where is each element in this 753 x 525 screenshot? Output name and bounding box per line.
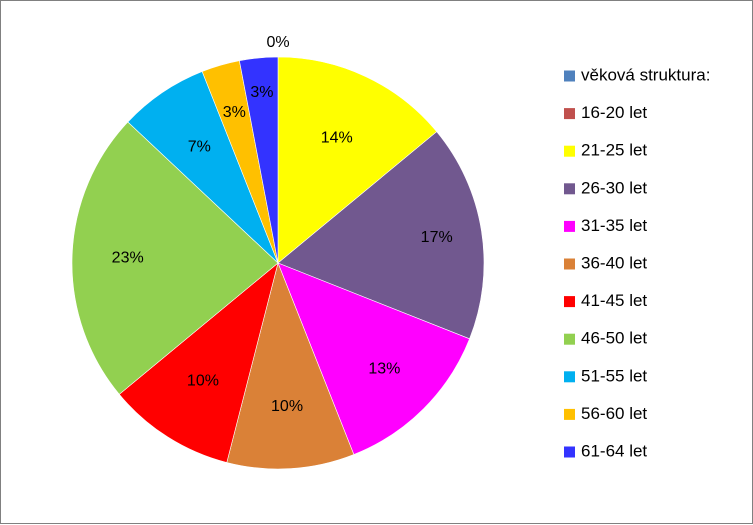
legend-swatch-21-25-let [564, 145, 575, 157]
legend-label-56-60-let: 56-60 let [581, 404, 647, 423]
pie-slice-41-45-let [118, 262, 279, 463]
legend-label-41-45-let: 41-45 let [581, 291, 647, 310]
legend-swatch-31-35-let [564, 220, 575, 232]
legend-label-51-55-let: 51-55 let [581, 366, 647, 385]
legend-swatch-46-50-let [564, 333, 575, 345]
pie-slice-labels: 0% 14% 17% 13% 10% 10% 23% 7% 3%3% [112, 34, 453, 415]
legend-swatch-26-30-let [564, 183, 575, 195]
legend-swatch-41-45-let [564, 296, 575, 308]
slice-label-31-35-let: 13% [368, 361, 400, 378]
slice-label-36-40-let: 10% [271, 398, 303, 415]
legend-swatch-16-20-let [564, 108, 575, 120]
legend-swatch-36-40-let [564, 258, 575, 270]
pie-slice-36-40-let [226, 262, 355, 470]
legend-label-36-40-let: 36-40 let [581, 253, 647, 272]
pie-slice-61-64-let [239, 56, 279, 264]
slice-label-61-64-let: 3% [250, 84, 273, 101]
legend-swatch-51-55-let [564, 371, 575, 383]
legend: věková struktura: 16-20 let 21-25 let 26-30… [564, 65, 710, 460]
legend-label-21-25-let: 21-25 let [581, 141, 647, 160]
legend-label-26-30-let: 26-30 let [581, 178, 647, 197]
pie-slices [71, 56, 485, 470]
pie-slice-46-50-let [71, 121, 279, 395]
pie-slice-26-30-let [277, 131, 485, 340]
slice-label-26-30-let: 17% [421, 229, 453, 246]
slice-label-16-20-let: 0% [266, 34, 289, 51]
legend-label-31-35-let: 31-35 let [581, 216, 647, 235]
legend-label-16-20-let: 16-20 let [581, 103, 647, 122]
slice-label-41-45-let: 10% [187, 372, 219, 389]
slice-label-21-25-let: 14% [321, 129, 353, 146]
legend-swatch-56-60-let [564, 408, 575, 420]
pie-slice-21-25-let [277, 56, 438, 264]
legend-swatch-61-64-let [564, 446, 575, 458]
legend-label-46-50-let: 46-50 let [581, 329, 647, 348]
legend-label-v-kov-struktura: věková struktura: [581, 65, 710, 84]
legend-label-61-64-let: 61-64 let [581, 441, 647, 460]
slice-label-51-55-let: 7% [188, 138, 211, 155]
slice-label-56-60-let: 3% [223, 104, 246, 121]
pie-slice-31-35-let [277, 262, 470, 455]
legend-swatch-v-kov-struktura [564, 70, 575, 82]
slice-label-46-50-let: 23% [112, 249, 144, 266]
